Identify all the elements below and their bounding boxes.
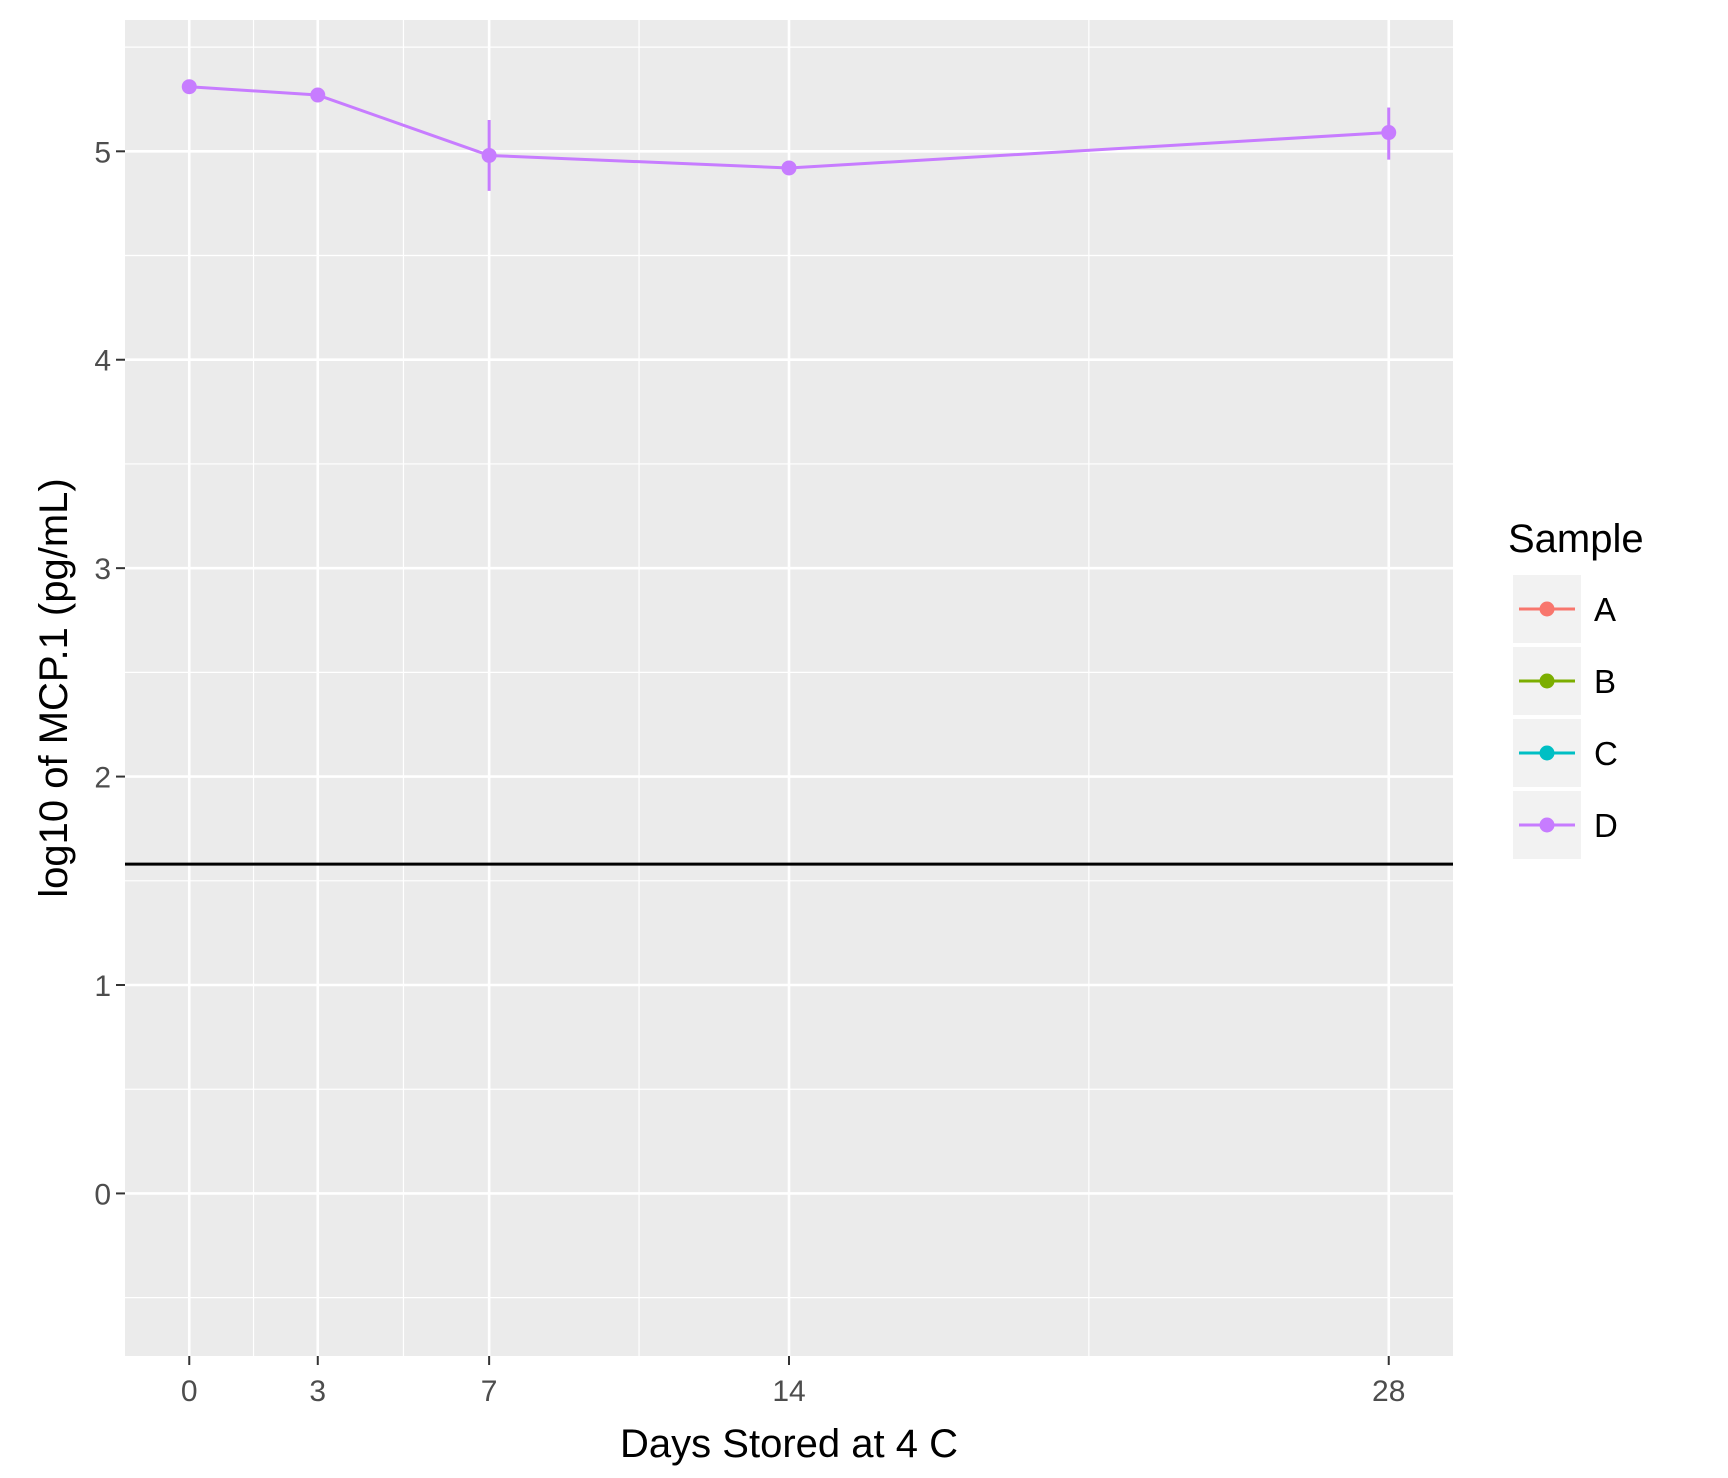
legend-label-D: D — [1594, 807, 1618, 844]
legend-label-C: C — [1594, 735, 1618, 772]
data-point-D-x28 — [1381, 125, 1397, 141]
x-tick-label: 3 — [309, 1375, 326, 1408]
legend-title: Sample — [1508, 517, 1644, 561]
data-point-D-x0 — [181, 79, 197, 95]
data-point-D-x14 — [781, 160, 797, 176]
x-tick-label: 0 — [181, 1375, 198, 1408]
legend-label-A: A — [1594, 591, 1616, 628]
y-tick-label: 0 — [94, 1178, 111, 1211]
x-tick-labels: 0 3 7 14 28 — [181, 1375, 1406, 1408]
y-tick-labels: 0 1 2 3 4 5 — [94, 136, 111, 1211]
y-tick-label: 5 — [94, 136, 111, 169]
data-point-D-x3 — [310, 87, 326, 103]
y-axis-title: log10 of MCP.1 (pg/mL) — [32, 478, 76, 897]
major-gridlines — [125, 20, 1453, 1356]
legend-key-point-D — [1539, 817, 1555, 833]
series-layer — [181, 79, 1397, 191]
y-tick-label: 4 — [94, 345, 111, 378]
legend-key-point-C — [1539, 745, 1555, 761]
x-tick-label: 14 — [772, 1375, 805, 1408]
y-tick-label: 3 — [94, 553, 111, 586]
legend-key-point-B — [1539, 673, 1555, 689]
legend-key-point-A — [1539, 601, 1555, 617]
x-tick-label: 28 — [1372, 1375, 1405, 1408]
data-point-D-x7 — [481, 147, 497, 163]
y-tick-label: 2 — [94, 762, 111, 795]
x-axis-title: Days Stored at 4 C — [620, 1422, 958, 1466]
axis-ticks — [116, 150, 1390, 1365]
legend-label-B: B — [1594, 663, 1616, 700]
y-tick-label: 1 — [94, 970, 111, 1003]
x-tick-label: 7 — [481, 1375, 498, 1408]
